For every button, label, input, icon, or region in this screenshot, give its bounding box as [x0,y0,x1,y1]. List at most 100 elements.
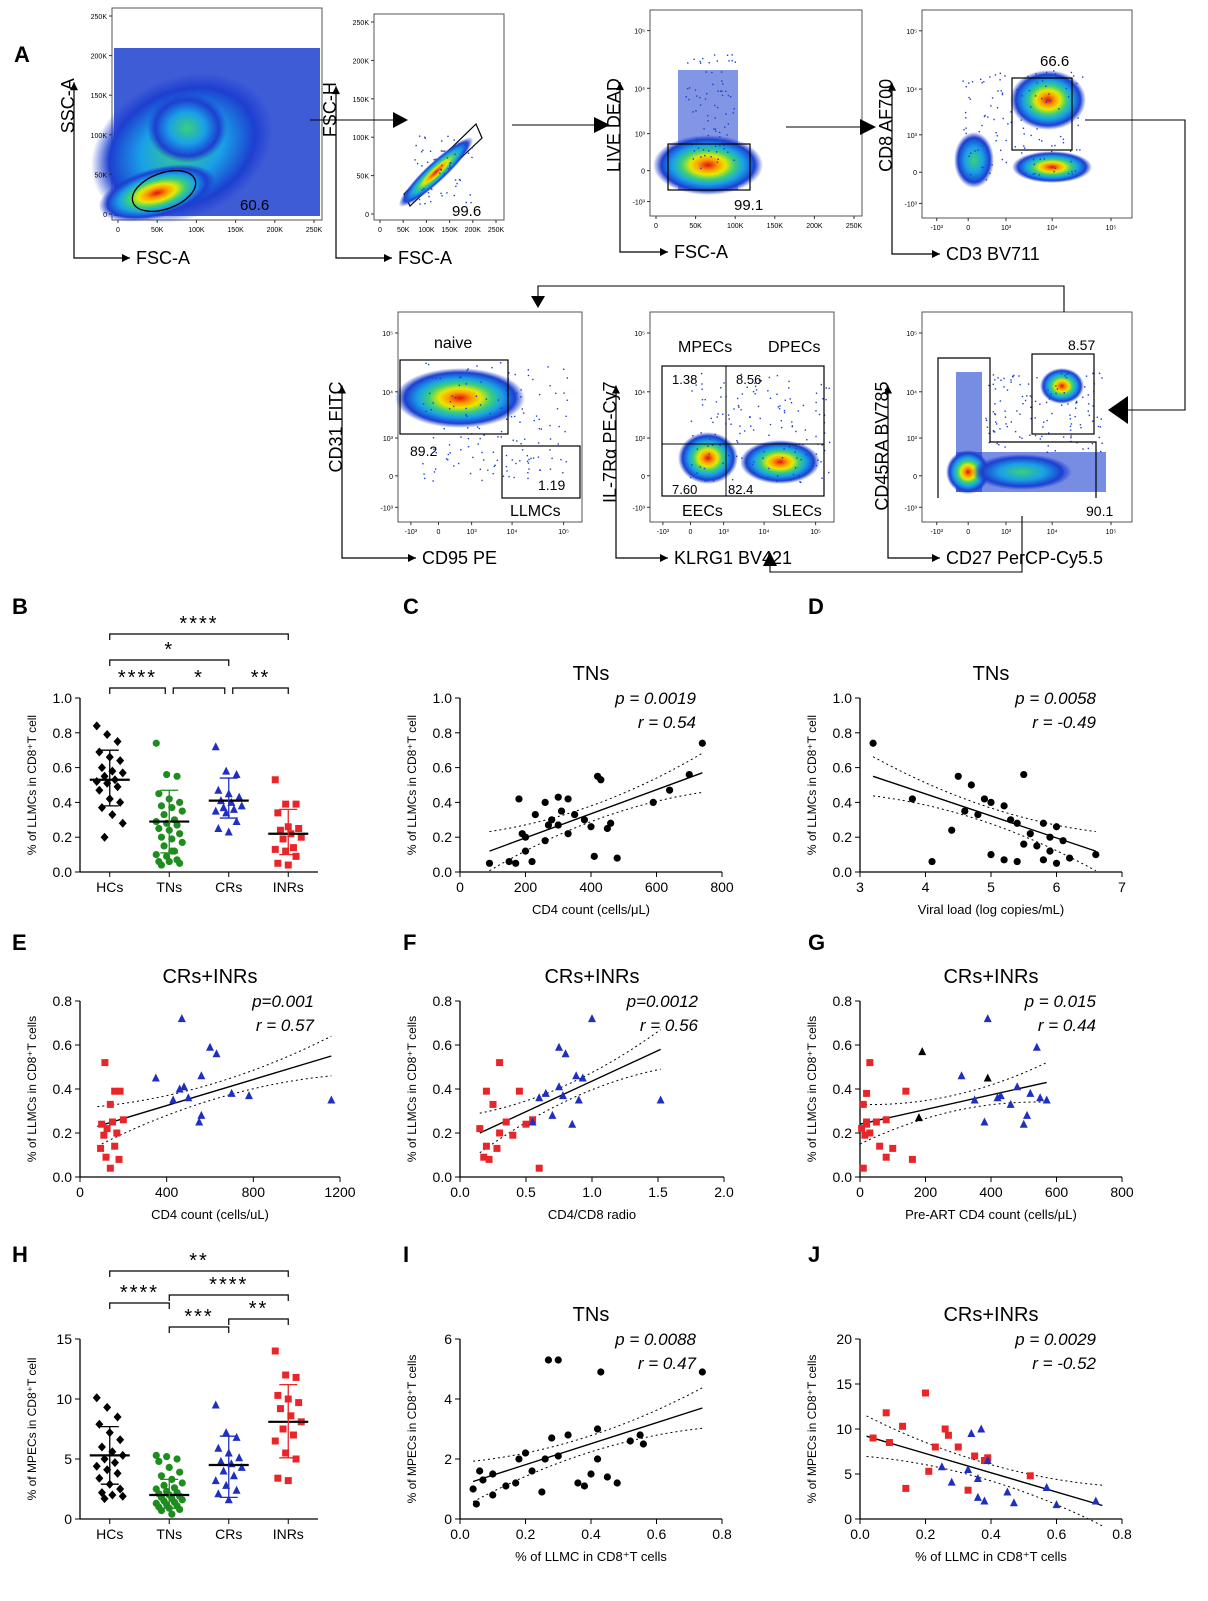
y-axis-title: % of MPECs in CD8⁺T cell [25,1358,39,1501]
event-dot [549,468,552,470]
event-dot [1020,119,1022,121]
event-dot [1036,82,1038,84]
event-dot [732,112,735,114]
event-dot [537,442,540,444]
gate-non-naive [937,357,1097,498]
live-population [653,135,763,195]
event-dot [800,481,802,484]
y-tick-label: 0.0 [433,864,453,880]
event-dot [805,454,808,456]
gate-value: 8.57 [1068,337,1095,353]
data-point [1026,830,1034,838]
data-point [698,1368,706,1376]
event-dot [692,435,694,437]
event-dot [418,135,421,137]
data-point [178,807,186,815]
data-point [889,1144,897,1152]
event-dot [990,105,992,107]
x-tick-label: 600 [1045,1184,1069,1200]
event-dot [777,406,780,408]
event-dot [1049,100,1052,102]
x-tick-label: 1.0 [582,1184,602,1200]
y-tick-label: 0.4 [53,1081,73,1097]
data-point [197,1071,206,1080]
event-dot [1070,160,1072,163]
data-point [235,1453,244,1462]
data-point [106,1100,114,1108]
event-dot [459,376,462,378]
y-tick-label: 2 [444,1451,452,1467]
event-dot [754,393,756,395]
tick-label: 250K [846,223,863,230]
event-dot [1075,407,1077,409]
event-dot [1077,124,1079,127]
event-dot [821,444,823,446]
event-dot [1018,375,1020,377]
event-dot [999,428,1001,430]
data-point [593,1455,602,1463]
event-dot [443,428,445,430]
data-point [176,830,184,838]
y-axis-title: % of LLMCs in CD8⁺T cell [25,715,39,855]
x-tick-label: 1.5 [648,1184,668,1200]
y-axis-title: % of MPECs in CD8⁺T cells [805,1355,819,1504]
event-dot [557,443,559,445]
data-point [954,772,962,780]
axis-arrow-line [73,82,130,259]
x-tick-label: 0.4 [981,1526,1001,1542]
x-tick-label: 0.5 [516,1184,536,1200]
event-dot [1076,149,1078,151]
y-tick-label: 0.4 [53,794,73,810]
slec-population [740,440,820,484]
event-dot [565,415,567,418]
event-dot [1033,163,1036,166]
event-dot [788,446,791,448]
data-point [489,1100,497,1108]
data-point [1023,1110,1032,1119]
data-point [1092,851,1100,859]
event-dot [699,96,701,99]
data-point [957,1071,966,1080]
event-dot [1000,379,1002,381]
axis-title-x: KLRG1 BV421 [674,548,792,568]
event-dot [1029,395,1032,397]
event-dot [806,439,808,441]
axis-title-x: CD3 BV711 [946,244,1040,264]
event-dot [1075,400,1078,403]
data-point [980,1496,989,1505]
gate-value: 90.1 [1086,503,1113,519]
event-dot [1048,398,1051,400]
data-point [169,1095,178,1104]
data-point [496,1059,504,1067]
data-point [521,847,530,855]
event-dot [792,473,795,476]
event-dot [981,81,983,84]
gate-value: 99.6 [452,203,481,220]
data-point [237,1462,246,1471]
event-dot [476,365,478,367]
gate-value: 1.38 [672,372,697,387]
event-dot [1034,172,1036,175]
memory-population [972,454,1072,490]
data-point [908,1155,916,1163]
event-dot [702,149,705,151]
stat-label: r = 0.57 [256,1016,315,1035]
event-dot [692,111,694,113]
data-point [175,1084,184,1093]
event-dot [736,441,739,444]
tick-label: 10⁵ [1106,225,1117,232]
data-point [502,1118,510,1126]
data-point [211,806,220,815]
data-point [568,1119,577,1128]
event-dot [1087,394,1089,396]
event-dot [471,147,473,149]
data-point [541,798,549,807]
event-dot [815,410,817,412]
event-dot [1042,426,1044,428]
data-point [271,1437,279,1445]
event-dot [992,383,994,386]
tick-label: 10⁵ [634,331,645,338]
data-point [866,1059,874,1067]
event-dot [783,448,785,450]
